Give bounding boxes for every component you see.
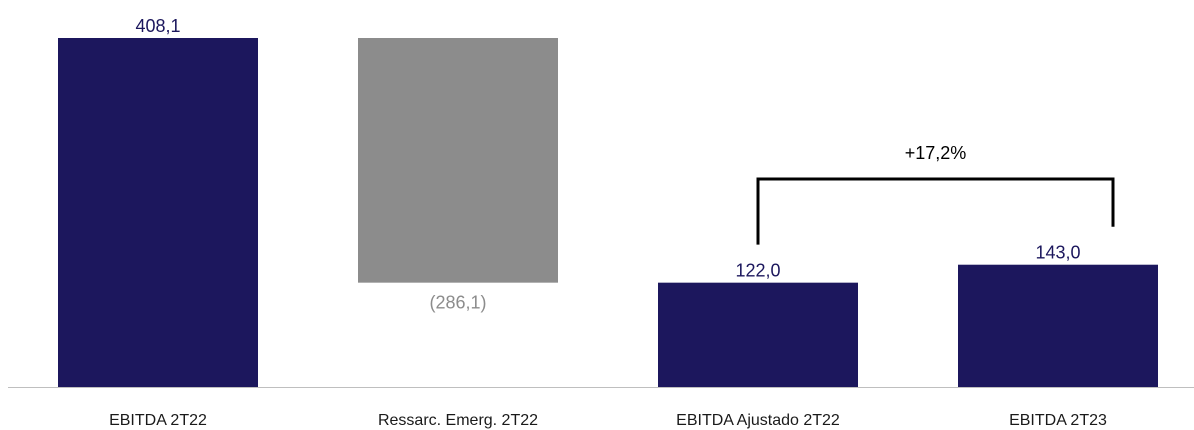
category-label: EBITDA 2T23 xyxy=(1009,412,1107,429)
growth-annotation: +17,2% xyxy=(756,143,1115,245)
category-labels-layer: EBITDA 2T22 Ressarc. Emerg. 2T22 EBITDA Aj… xyxy=(109,412,1107,429)
category-label: Ressarc. Emerg. 2T22 xyxy=(378,412,538,429)
growth-bracket xyxy=(756,177,1115,245)
data-label: 122,0 xyxy=(735,261,780,281)
bar-ebitda-2t22 xyxy=(58,38,258,387)
category-label: EBITDA Ajustado 2T22 xyxy=(676,412,840,429)
growth-percentage-label: +17,2% xyxy=(905,143,967,163)
bars-layer xyxy=(58,38,1158,387)
data-labels-layer: 408,1 (286,1) 122,0 143,0 xyxy=(135,16,1080,313)
bar-ebitda-ajustado-2t22 xyxy=(658,282,858,387)
data-label: 143,0 xyxy=(1035,243,1080,263)
category-label: EBITDA 2T22 xyxy=(109,412,207,429)
data-label: 408,1 xyxy=(135,16,180,36)
data-label: (286,1) xyxy=(429,293,486,313)
bar-ressarc-emerg-2t22 xyxy=(358,38,558,283)
bar-ebitda-2t23 xyxy=(958,264,1158,387)
